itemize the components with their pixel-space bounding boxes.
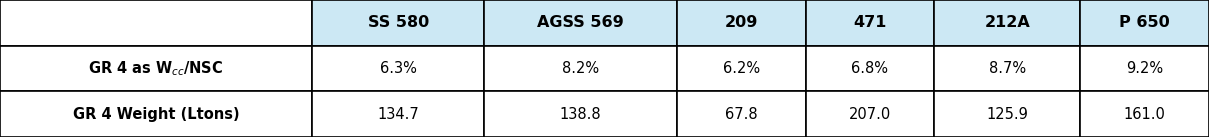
- Bar: [485, 91, 677, 137]
- Bar: [677, 46, 805, 91]
- Bar: [1081, 0, 1209, 46]
- Text: 134.7: 134.7: [377, 107, 420, 122]
- Bar: [935, 46, 1081, 91]
- Bar: [485, 0, 677, 46]
- Text: 67.8: 67.8: [725, 107, 758, 122]
- Text: P 650: P 650: [1120, 15, 1170, 30]
- Text: 471: 471: [854, 15, 886, 30]
- Bar: [805, 91, 935, 137]
- Bar: [0, 91, 312, 137]
- Text: 207.0: 207.0: [849, 107, 891, 122]
- Bar: [312, 0, 485, 46]
- Text: SS 580: SS 580: [368, 15, 429, 30]
- Bar: [1081, 46, 1209, 91]
- Bar: [805, 46, 935, 91]
- Bar: [1081, 91, 1209, 137]
- Bar: [935, 0, 1081, 46]
- Bar: [312, 91, 485, 137]
- Bar: [0, 46, 312, 91]
- Text: 8.7%: 8.7%: [989, 61, 1026, 76]
- Text: 8.2%: 8.2%: [562, 61, 600, 76]
- Bar: [677, 0, 805, 46]
- Text: 138.8: 138.8: [560, 107, 601, 122]
- Bar: [0, 0, 312, 46]
- Text: 6.2%: 6.2%: [723, 61, 759, 76]
- Bar: [312, 46, 485, 91]
- Text: 212A: 212A: [984, 15, 1030, 30]
- Bar: [677, 91, 805, 137]
- Text: 9.2%: 9.2%: [1126, 61, 1163, 76]
- Text: 6.8%: 6.8%: [851, 61, 889, 76]
- Bar: [805, 0, 935, 46]
- Bar: [935, 91, 1081, 137]
- Text: GR 4 as W$_{cc}$/NSC: GR 4 as W$_{cc}$/NSC: [88, 59, 224, 78]
- Text: 6.3%: 6.3%: [380, 61, 417, 76]
- Text: AGSS 569: AGSS 569: [537, 15, 624, 30]
- Text: 209: 209: [724, 15, 758, 30]
- Text: 125.9: 125.9: [987, 107, 1028, 122]
- Text: GR 4 Weight (Ltons): GR 4 Weight (Ltons): [73, 107, 239, 122]
- Text: 161.0: 161.0: [1123, 107, 1165, 122]
- Bar: [485, 46, 677, 91]
